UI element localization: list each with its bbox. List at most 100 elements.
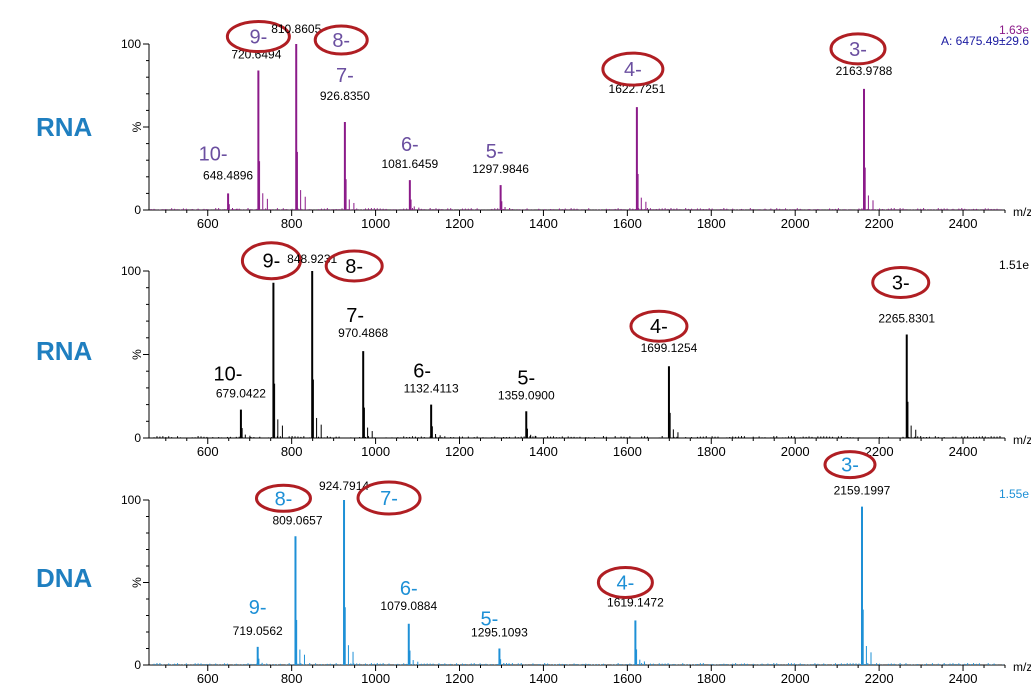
x-tick-label: 1400 bbox=[529, 216, 558, 231]
charge-circle bbox=[254, 483, 312, 513]
peak-charge-label: 3- bbox=[849, 39, 867, 61]
peak-charge-label: 7- bbox=[346, 305, 364, 327]
peak-mz-label: 809.0657 bbox=[272, 513, 322, 527]
charge-circle bbox=[871, 265, 931, 299]
x-tick-label: 800 bbox=[281, 216, 303, 231]
peak-charge-label: 3- bbox=[841, 455, 859, 477]
panel-3-side-label: DNA bbox=[36, 563, 93, 593]
peak-mz-label: 1359.0900 bbox=[498, 388, 555, 402]
peak-mz-label: 924.7914 bbox=[319, 479, 369, 493]
peak-mz-label: 1619.1472 bbox=[607, 595, 664, 609]
charge-circle bbox=[601, 51, 665, 87]
peak-charge-label: 6- bbox=[400, 578, 418, 600]
charge-circle bbox=[829, 32, 887, 66]
peak-charge-label: 4- bbox=[616, 572, 634, 594]
x-tick-label: 2400 bbox=[949, 216, 978, 231]
x-tick-label: 2000 bbox=[781, 216, 810, 231]
peak-charge-label: 3- bbox=[892, 272, 910, 294]
peak-mz-label: 2159.1997 bbox=[834, 484, 891, 498]
x-tick-label: 2400 bbox=[949, 671, 978, 686]
panel-top-right-text: 1.63e bbox=[999, 23, 1029, 37]
panel-1-side-label: RNA bbox=[36, 112, 93, 142]
peak-charge-label: 7- bbox=[336, 65, 354, 87]
x-tick-label: 1000 bbox=[361, 671, 390, 686]
x-tick-label: 2200 bbox=[865, 671, 894, 686]
panel-top-right-text: 1.55e bbox=[999, 487, 1029, 501]
x-axis-label: m/z bbox=[1013, 433, 1031, 447]
peak-mz-label: 1699.1254 bbox=[641, 341, 698, 355]
y-axis-label: % bbox=[130, 577, 144, 588]
peak-charge-label: 8- bbox=[345, 256, 363, 278]
peak-charge-label: 5- bbox=[481, 609, 499, 631]
peak-mz-label: 1295.1093 bbox=[471, 626, 528, 640]
x-tick-label: 1400 bbox=[529, 671, 558, 686]
peak-mz-label: 719.0562 bbox=[233, 624, 283, 638]
x-tick-label: 1200 bbox=[445, 671, 474, 686]
y-tick-label: 0 bbox=[134, 203, 141, 217]
peak-charge-label: 9- bbox=[249, 27, 267, 49]
x-tick-label: 1600 bbox=[613, 671, 642, 686]
peak-charge-label: 10- bbox=[199, 143, 228, 165]
y-tick-label: 0 bbox=[134, 658, 141, 672]
peak-charge-label: 9- bbox=[263, 251, 281, 273]
charge-circle bbox=[240, 241, 302, 281]
x-axis-label: m/z bbox=[1013, 205, 1031, 219]
y-axis-label: % bbox=[130, 349, 144, 360]
x-tick-label: 1600 bbox=[613, 444, 642, 459]
peak-charge-label: 7- bbox=[380, 488, 398, 510]
peak-charge-label: 8- bbox=[332, 30, 350, 52]
charge-circle bbox=[225, 20, 291, 54]
x-tick-label: 1800 bbox=[697, 444, 726, 459]
x-tick-label: 2000 bbox=[781, 671, 810, 686]
y-tick-label: 0 bbox=[134, 431, 141, 445]
y-tick-label: 100 bbox=[121, 493, 141, 507]
peak-mz-label: 648.4896 bbox=[203, 168, 253, 182]
peak-charge-label: 4- bbox=[650, 316, 668, 338]
x-tick-label: 1200 bbox=[445, 216, 474, 231]
peak-mz-label: 679.0422 bbox=[216, 387, 266, 401]
peak-mz-label: 970.4868 bbox=[338, 326, 388, 340]
peak-mz-label: 810.8605 bbox=[271, 22, 321, 36]
x-tick-label: 1200 bbox=[445, 444, 474, 459]
charge-circle bbox=[823, 450, 877, 480]
x-tick-label: 2200 bbox=[865, 216, 894, 231]
x-tick-label: 2400 bbox=[949, 444, 978, 459]
charge-circle bbox=[356, 480, 422, 516]
charge-circle bbox=[596, 565, 654, 599]
x-axis-label: m/z bbox=[1013, 660, 1031, 674]
x-tick-label: 2200 bbox=[865, 444, 894, 459]
peak-charge-label: 9- bbox=[249, 597, 267, 619]
peak-mz-label: 926.8350 bbox=[320, 89, 370, 103]
x-tick-label: 1000 bbox=[361, 216, 390, 231]
peak-mz-label: 1079.0884 bbox=[380, 599, 437, 613]
x-tick-label: 1000 bbox=[361, 444, 390, 459]
peak-mz-label: 1297.9846 bbox=[472, 162, 529, 176]
peak-mz-label: 2265.8301 bbox=[878, 311, 935, 325]
x-tick-label: 1800 bbox=[697, 216, 726, 231]
peak-mz-label: 1081.6459 bbox=[381, 157, 438, 171]
x-tick-label: 1800 bbox=[697, 671, 726, 686]
peak-charge-label: 5- bbox=[486, 141, 504, 163]
x-tick-label: 1400 bbox=[529, 444, 558, 459]
peak-charge-label: 10- bbox=[213, 364, 242, 386]
peak-charge-label: 4- bbox=[624, 59, 642, 81]
panel-top-right-text: 1.51e bbox=[999, 258, 1029, 272]
x-tick-label: 600 bbox=[197, 671, 219, 686]
y-tick-label: 100 bbox=[121, 37, 141, 51]
panel-2-side-label: RNA bbox=[36, 336, 93, 366]
peak-charge-label: 5- bbox=[517, 367, 535, 389]
charge-circle bbox=[313, 24, 369, 56]
panel-top-right-text: A: 6475.49±29.6 bbox=[941, 34, 1029, 48]
x-tick-label: 1600 bbox=[613, 216, 642, 231]
peak-mz-label: 1132.4113 bbox=[404, 382, 459, 396]
x-tick-label: 600 bbox=[197, 216, 219, 231]
peak-charge-label: 8- bbox=[275, 488, 293, 510]
x-tick-label: 800 bbox=[281, 671, 303, 686]
peak-mz-label: 848.9231 bbox=[287, 252, 337, 266]
charge-circle bbox=[629, 309, 689, 343]
x-tick-label: 600 bbox=[197, 444, 219, 459]
y-tick-label: 100 bbox=[121, 264, 141, 278]
peak-mz-label: 2163.9788 bbox=[836, 64, 893, 78]
peak-charge-label: 6- bbox=[401, 134, 419, 156]
